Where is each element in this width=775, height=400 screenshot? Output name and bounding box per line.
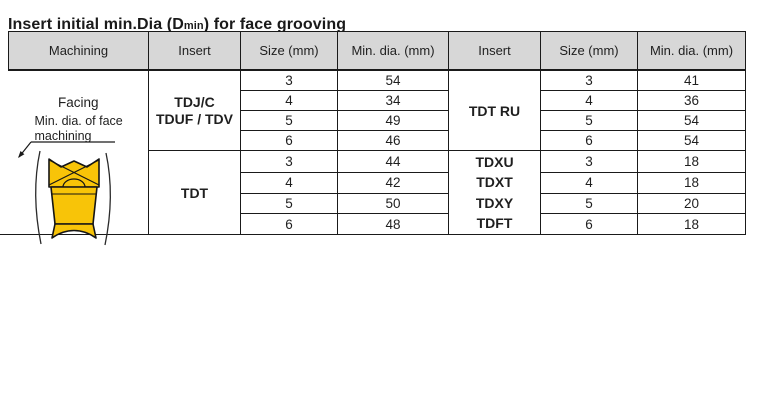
size-cell: 6 <box>540 213 638 235</box>
page-title-subscript: min <box>183 19 204 32</box>
machining-note-line1: Min. dia. of face <box>34 114 123 128</box>
machining-note-line2: machining <box>34 129 92 143</box>
table-row: 4 42 4 18 <box>9 172 746 194</box>
insert-name-tdxu: TDXU <box>475 153 514 170</box>
min-dia-cell: 46 <box>337 130 449 151</box>
machining-note: Min. dia. of face machining <box>35 114 123 144</box>
page-title: Insert initial min.Dia (Dmin) for face g… <box>8 16 346 34</box>
size-cell: 5 <box>240 192 338 215</box>
size-cell: 3 <box>540 69 638 91</box>
min-dia-cell: 49 <box>337 110 449 131</box>
table-bottom-rule-extension <box>0 234 9 235</box>
machining-cell-content: Facing Min. dia. of face machining <box>9 71 149 246</box>
min-dia-cell: 54 <box>337 69 449 91</box>
machining-cell: Facing Min. dia. of face machining <box>8 69 149 246</box>
grooving-table-container: Machining Insert Size (mm) Min. dia. (mm… <box>0 31 746 246</box>
min-dia-cell: 48 <box>337 213 449 235</box>
size-cell: 5 <box>540 192 638 215</box>
size-cell: 5 <box>240 110 338 131</box>
insert-name-line2: TDUF / TDV <box>156 110 233 127</box>
min-dia-cell: 54 <box>637 110 746 131</box>
min-dia-cell: 44 <box>337 149 449 174</box>
grooving-table: Machining Insert Size (mm) Min. dia. (mm… <box>8 31 746 246</box>
min-dia-cell: 42 <box>337 172 449 194</box>
header-row: Machining Insert Size (mm) Min. dia. (mm… <box>8 31 746 71</box>
face-grooving-illustration <box>17 141 115 246</box>
min-dia-cell: 54 <box>637 130 746 151</box>
facing-label: Facing <box>57 95 99 110</box>
header-cell-machining: Machining <box>8 31 149 71</box>
size-cell: 6 <box>540 130 638 151</box>
min-dia-cell: 34 <box>337 90 449 111</box>
insert-cell-tdt-ru: TDT RU <box>448 69 541 151</box>
header-cell-mindia-left: Min. dia. (mm) <box>337 31 449 71</box>
min-dia-cell: 18 <box>637 213 746 235</box>
insert-name-tdft: TDFT <box>476 214 513 231</box>
groove-wall-right-line <box>103 152 111 246</box>
grooving-insert-icon <box>47 158 100 239</box>
size-cell: 3 <box>240 69 338 91</box>
size-cell: 6 <box>240 130 338 151</box>
table-row: TDT 3 44 TDXU TDXT TDXY TDFT 3 18 <box>9 149 746 235</box>
header-cell-size-right: Size (mm) <box>540 31 638 71</box>
size-cell: 3 <box>240 149 338 174</box>
size-cell: 5 <box>540 110 638 131</box>
min-dia-cell: 50 <box>337 192 449 215</box>
header-cell-mindia-right: Min. dia. (mm) <box>637 31 746 71</box>
insert-name-line1: TDJ/C <box>174 93 215 110</box>
page-title-prefix: Insert initial min.Dia (D <box>8 15 184 33</box>
leader-arrow-icon <box>17 141 115 158</box>
header-cell-insert-right: Insert <box>448 31 541 71</box>
size-cell: 6 <box>240 213 338 235</box>
size-cell: 4 <box>540 172 638 194</box>
header-cell-insert-left: Insert <box>148 31 241 71</box>
min-dia-cell: 18 <box>637 149 746 174</box>
insert-name-tdxt: TDXT <box>476 174 513 191</box>
size-cell: 4 <box>540 90 638 111</box>
min-dia-cell: 18 <box>637 172 746 194</box>
min-dia-cell: 20 <box>637 192 746 215</box>
insert-cell-tdt: TDT <box>148 150 241 235</box>
min-dia-cell: 36 <box>637 90 746 111</box>
insert-cell-tdjc-tduf-tdv: TDJ/C TDUF / TDV <box>148 69 241 151</box>
size-cell: 4 <box>240 172 338 194</box>
table-row: 6 48 6 18 <box>9 213 746 235</box>
insert-cell-tdx-group: TDXU TDXT TDXY TDFT <box>448 150 541 235</box>
min-dia-cell: 41 <box>637 69 746 91</box>
size-cell: 3 <box>540 149 638 174</box>
page-title-suffix: ) for face grooving <box>203 15 347 33</box>
table-row: Facing Min. dia. of face machining <box>8 69 746 246</box>
header-cell-size-left: Size (mm) <box>240 31 338 71</box>
size-cell: 4 <box>240 90 338 111</box>
groove-wall-left-line <box>34 150 42 245</box>
insert-name-tdxy: TDXY <box>475 194 514 211</box>
